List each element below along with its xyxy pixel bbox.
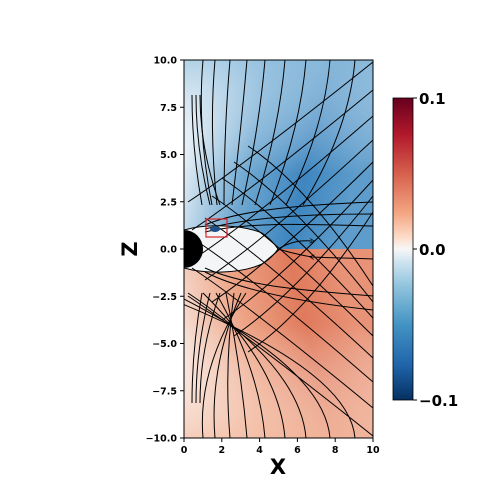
cavity-boundary-upper xyxy=(184,225,279,250)
streamlines xyxy=(184,60,373,438)
x-tick-label: 10 xyxy=(366,445,380,456)
colorbar: 0.1 0.0 −0.1 xyxy=(392,90,458,410)
y-tick-label: 2.5 xyxy=(160,197,177,208)
y-tick-label: −2.5 xyxy=(152,292,177,303)
x-tick-label: 6 xyxy=(294,445,301,456)
streamline-lower-fan-7 xyxy=(184,298,331,438)
y-axis: 10.0 7.5 5.0 2.5 0.0 −2.5 −5.0 −7.5 −10.0 xyxy=(146,56,184,445)
streamline-upper-fan-3 xyxy=(231,60,248,206)
colorbar-tick-label-bottom: −0.1 xyxy=(419,392,458,410)
streamline-lower-near-0 xyxy=(191,292,203,404)
reconnection-flow-out xyxy=(277,241,312,250)
streamline-upper-fan-6 xyxy=(269,60,307,206)
streamline-lower-near-1 xyxy=(195,292,211,404)
streamline-upper-inner-2 xyxy=(204,213,373,230)
streamline-lower-fan-2 xyxy=(227,292,235,438)
x-axis: 0 2 4 6 8 10 xyxy=(181,438,380,456)
streamline-lower-inner xyxy=(204,267,373,297)
streamline-lower-fan-5 xyxy=(202,292,286,438)
x-axis-label: X xyxy=(270,455,286,479)
streamline-upper-fan-5 xyxy=(254,60,286,206)
streamline-upper-lobe-6 xyxy=(233,195,373,337)
y-tick-label: 7.5 xyxy=(160,103,177,114)
streamline-upper-fan-4 xyxy=(241,60,266,206)
x-tick-label: 2 xyxy=(218,445,225,456)
streamline-upper-lobe-5 xyxy=(221,179,373,321)
streamline-lower-lobe-7 xyxy=(247,145,373,287)
streamline-lower-lobe-2 xyxy=(197,241,373,383)
colorbar-scale xyxy=(392,97,414,401)
streamline-lower-lobe-0 xyxy=(187,295,373,437)
cavity-boundary-lower xyxy=(184,248,279,273)
colorbar-tick-label-mid: 0.0 xyxy=(419,241,446,259)
streamline-lower-fan-3 xyxy=(225,292,248,438)
y-tick-label: 10.0 xyxy=(154,56,178,67)
streamline-lower-lobe-5 xyxy=(221,177,373,319)
streamline-upper-fan-7 xyxy=(285,60,331,206)
y-tick-label: 5.0 xyxy=(160,150,177,161)
reconnection-flow-in xyxy=(277,248,373,259)
streamline-lower-lobe-4 xyxy=(211,195,373,337)
streamline-upper-lobe-2 xyxy=(197,115,373,257)
colorbar-tick-label-top: 0.1 xyxy=(419,90,446,108)
streamline-lower-fan-4 xyxy=(215,292,266,438)
streamline-lower-fan-0 xyxy=(201,292,247,438)
streamline-upper-near-2 xyxy=(199,94,221,206)
streamline-upper-lobe-0 xyxy=(187,61,373,203)
upper-lobe-fade xyxy=(184,60,373,249)
x-tick-label: 0 xyxy=(181,445,188,456)
x-tick-label: 4 xyxy=(256,445,263,456)
streamline-lower-inner-2 xyxy=(204,271,373,311)
streamline-upper-fan-2 xyxy=(223,60,231,206)
streamline-lower-lobe-3 xyxy=(204,217,373,359)
highlight-box xyxy=(205,218,228,238)
streamline-upper-near-1 xyxy=(195,94,211,206)
y-tick-label: −7.5 xyxy=(152,386,177,397)
spacecraft-marker xyxy=(210,226,220,232)
streamline-lower-fan-1 xyxy=(213,292,242,438)
y-axis-label: Z xyxy=(118,241,142,256)
x-tick-label: 8 xyxy=(332,445,339,456)
streamline-lower-lobe-6 xyxy=(233,161,373,303)
planet-body xyxy=(184,230,203,268)
streamline-upper-inner xyxy=(204,201,373,226)
streamline-lower-near-2 xyxy=(199,292,221,404)
streamline-lower-fan-8 xyxy=(184,304,356,438)
streamline-upper-fan-1 xyxy=(211,60,218,206)
y-tick-label: −10.0 xyxy=(146,434,178,445)
streamline-lower-lobe-1 xyxy=(191,267,373,409)
streamline-upper-fan-8 xyxy=(302,60,356,206)
y-tick-label: 0.0 xyxy=(160,245,177,256)
y-tick-label: −5.0 xyxy=(152,339,177,350)
heatmap-plot xyxy=(184,60,373,438)
